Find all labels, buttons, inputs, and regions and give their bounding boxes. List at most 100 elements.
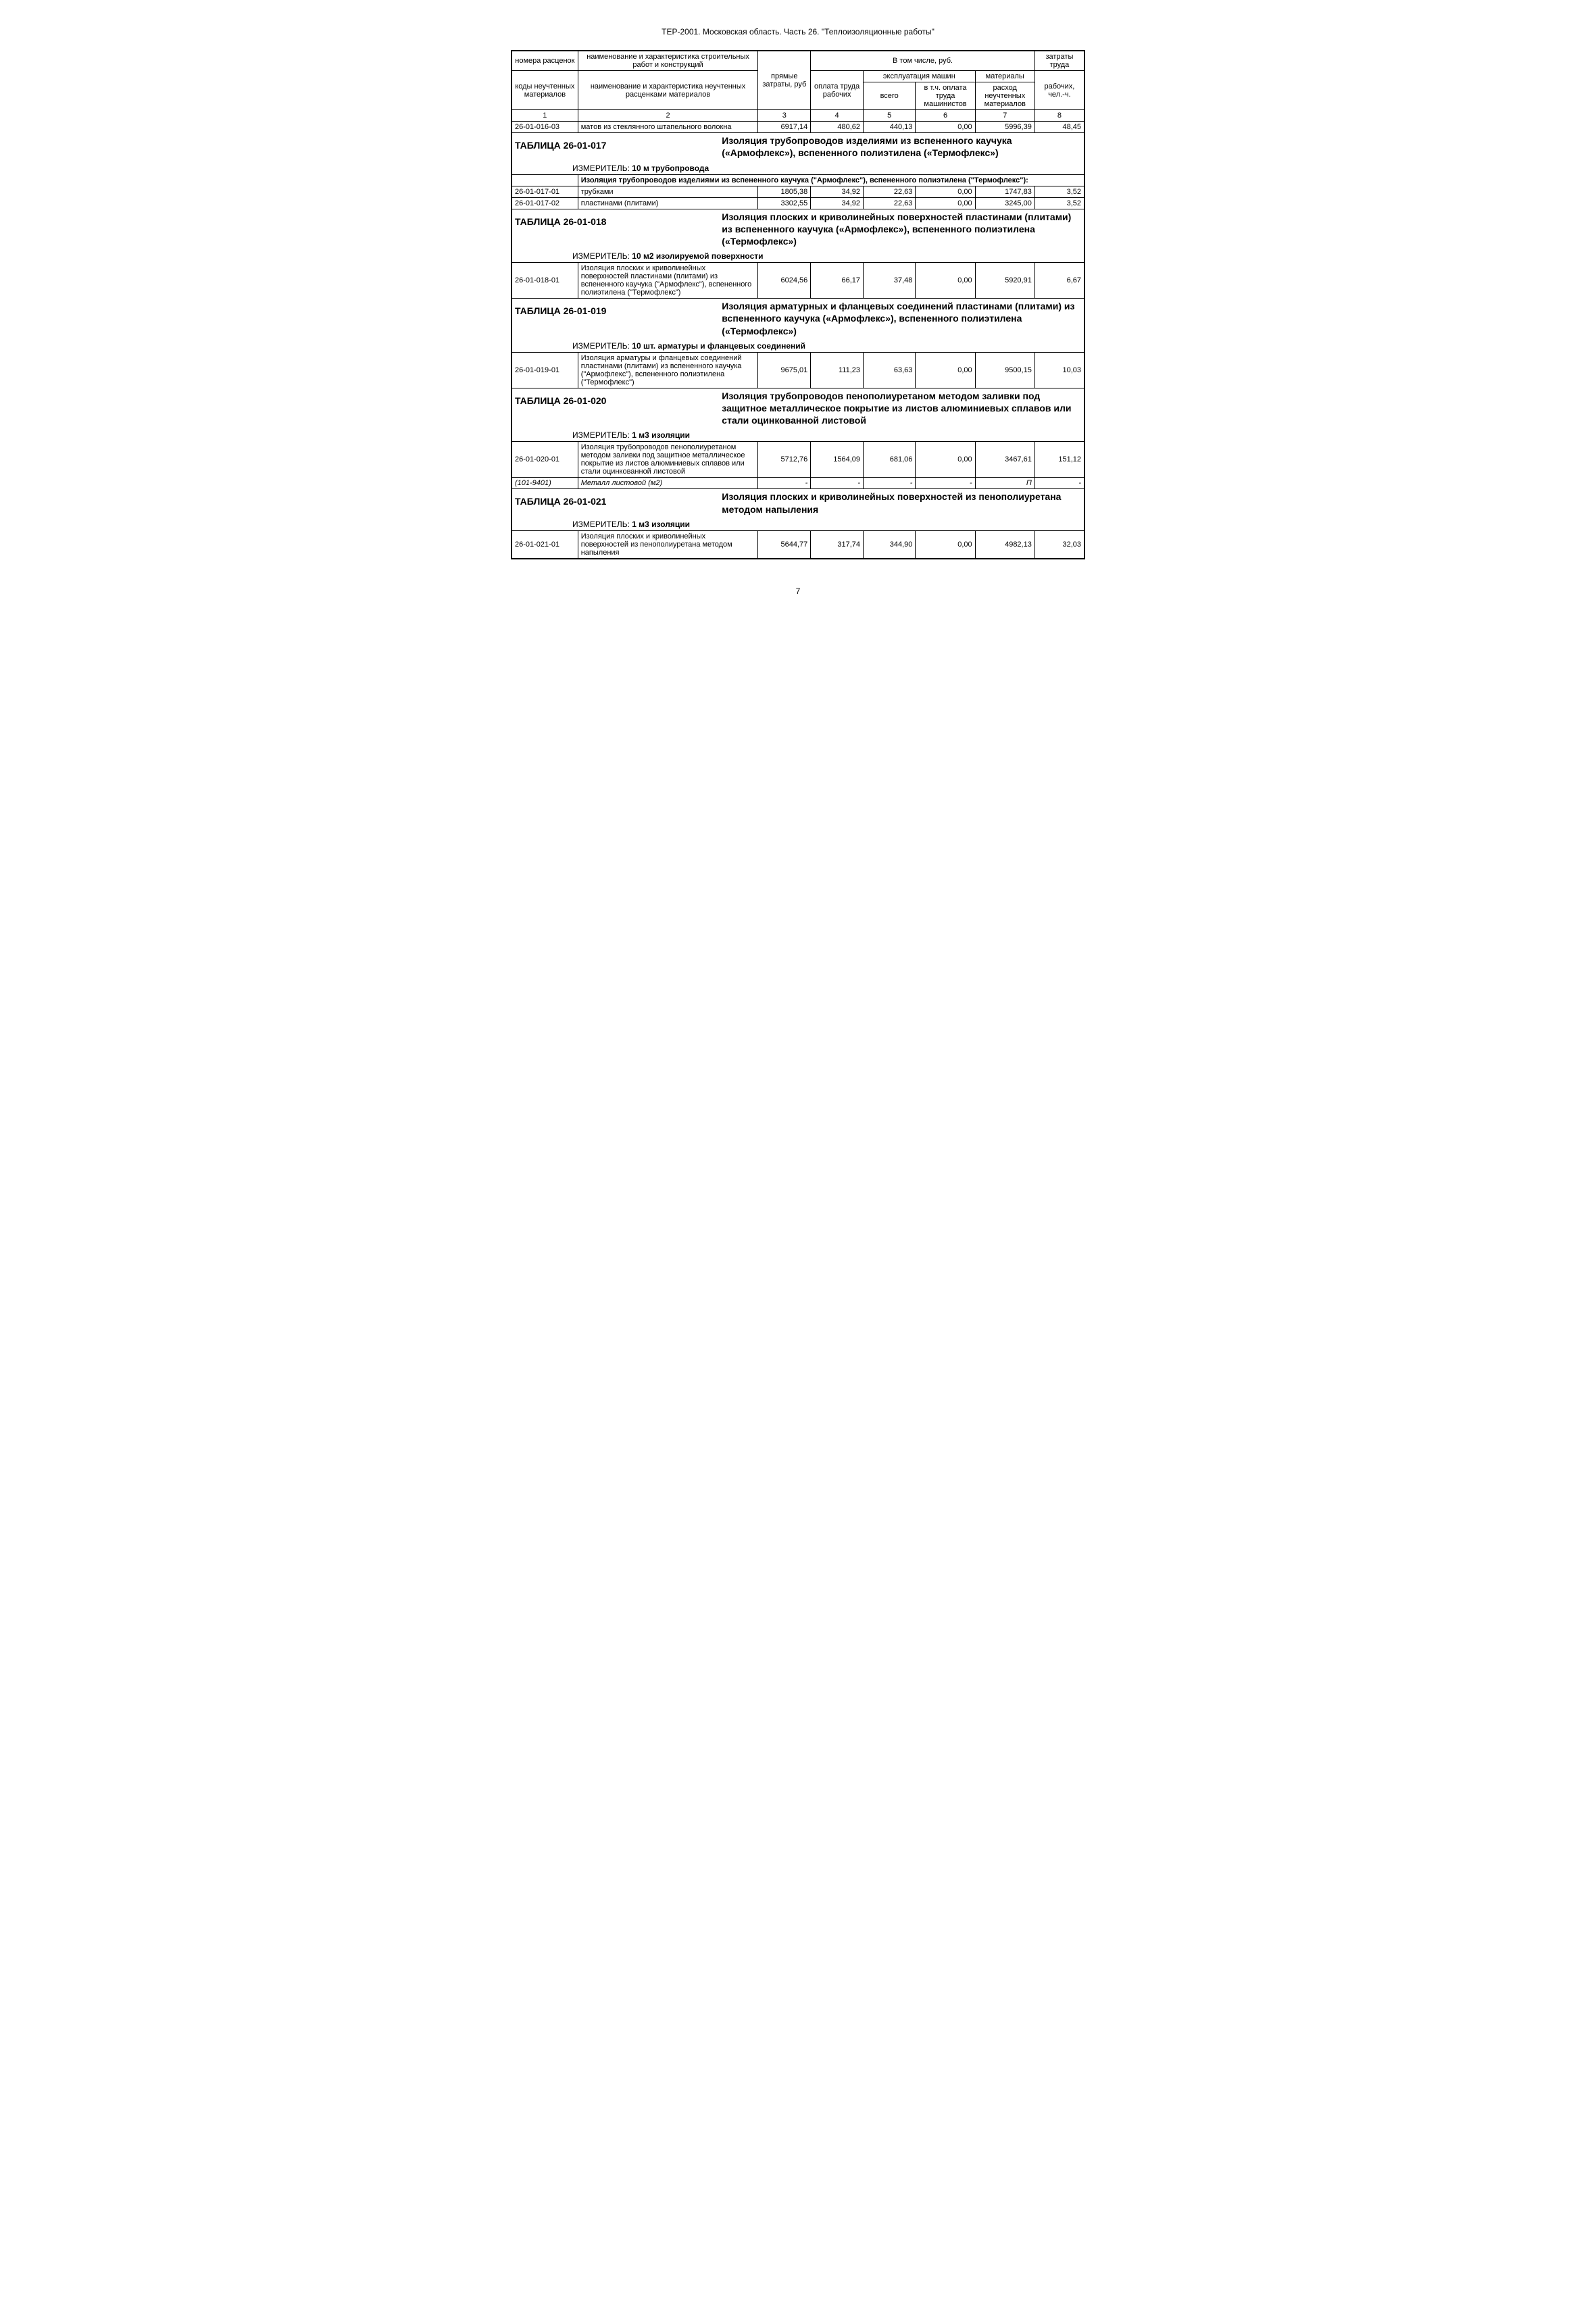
v6: 0,00 bbox=[916, 352, 975, 388]
desc: матов из стеклянного штапельного волокна bbox=[578, 122, 758, 133]
v3: 5644,77 bbox=[758, 530, 811, 559]
h-c8: рабочих, чел.-ч. bbox=[1034, 71, 1084, 110]
v8: 3,52 bbox=[1034, 186, 1084, 197]
meter-value: 1 м3 изоляции bbox=[632, 520, 690, 529]
meter-label: ИЗМЕРИТЕЛЬ: bbox=[572, 164, 630, 173]
table-row: 26-01-017-02 пластинами (плитами) 3302,5… bbox=[512, 197, 1084, 209]
v7: 3467,61 bbox=[975, 442, 1034, 478]
page-number: 7 bbox=[511, 586, 1085, 596]
doc-title: ТЕР-2001. Московская область. Часть 26. … bbox=[511, 27, 1085, 36]
v6: 0,00 bbox=[916, 122, 975, 133]
code: 26-01-019-01 bbox=[512, 352, 578, 388]
desc: Изоляция арматуры и фланцевых соединений… bbox=[578, 352, 758, 388]
meter-label: ИЗМЕРИТЕЛЬ: bbox=[572, 251, 630, 261]
table-row: 26-01-019-01 Изоляция арматуры и фланцев… bbox=[512, 352, 1084, 388]
v7: 5996,39 bbox=[975, 122, 1034, 133]
v5: 344,90 bbox=[864, 530, 916, 559]
meter: ИЗМЕРИТЕЛЬ: 1 м3 изоляции bbox=[515, 515, 1081, 529]
meter-label: ИЗМЕРИТЕЛЬ: bbox=[572, 520, 630, 529]
v6: 0,00 bbox=[916, 186, 975, 197]
v6: 0,00 bbox=[916, 530, 975, 559]
table-row: 26-01-020-01 Изоляция трубопроводов пено… bbox=[512, 442, 1084, 478]
h-n8: 8 bbox=[1034, 110, 1084, 122]
v5: 22,63 bbox=[864, 197, 916, 209]
section-heading: Изоляция плоских и криволинейных поверхн… bbox=[722, 211, 1081, 248]
v4: 480,62 bbox=[811, 122, 864, 133]
v8: 6,67 bbox=[1034, 263, 1084, 299]
h-c1a: номера расценок bbox=[512, 51, 578, 71]
v7: 4982,13 bbox=[975, 530, 1034, 559]
v3: 6917,14 bbox=[758, 122, 811, 133]
h-n3: 3 bbox=[758, 110, 811, 122]
v4: 1564,09 bbox=[811, 442, 864, 478]
v6: - bbox=[916, 478, 975, 489]
v4: 111,23 bbox=[811, 352, 864, 388]
v8: - bbox=[1034, 478, 1084, 489]
desc: Изоляция плоских и криволинейных поверхн… bbox=[578, 530, 758, 559]
h-c7a: материалы bbox=[975, 71, 1034, 82]
meter-value: 10 м2 изолируемой поверхности bbox=[632, 251, 763, 261]
v4: - bbox=[811, 478, 864, 489]
meter-value: 10 м трубопровода bbox=[632, 164, 709, 173]
table-row: 26-01-018-01 Изоляция плоских и криволин… bbox=[512, 263, 1084, 299]
v6: 0,00 bbox=[916, 263, 975, 299]
desc: Изоляция трубопроводов пенополиуретаном … bbox=[578, 442, 758, 478]
table-row: 26-01-021-01 Изоляция плоских и криволин… bbox=[512, 530, 1084, 559]
v3: 3302,55 bbox=[758, 197, 811, 209]
section-018: ТАБЛИЦА 26-01-018 Изоляция плоских и кри… bbox=[512, 209, 1084, 263]
h-c3: прямые затраты, руб bbox=[758, 51, 811, 110]
section-title: ТАБЛИЦА 26-01-020 bbox=[515, 390, 708, 406]
section-heading: Изоляция арматурных и фланцевых соединен… bbox=[722, 300, 1081, 337]
section-title: ТАБЛИЦА 26-01-021 bbox=[515, 491, 708, 507]
h-n4: 4 bbox=[811, 110, 864, 122]
section-017: ТАБЛИЦА 26-01-017 Изоляция трубопроводов… bbox=[512, 133, 1084, 174]
h-n6: 6 bbox=[916, 110, 975, 122]
v3: 5712,76 bbox=[758, 442, 811, 478]
h-group: В том числе, руб. bbox=[811, 51, 1035, 71]
code: 26-01-018-01 bbox=[512, 263, 578, 299]
section-heading: Изоляция трубопроводов изделиями из вспе… bbox=[722, 134, 1081, 159]
v8: 10,03 bbox=[1034, 352, 1084, 388]
table-row: 26-01-016-03 матов из стеклянного штапел… bbox=[512, 122, 1084, 133]
h-c5g: эксплуатация машин bbox=[864, 71, 976, 82]
code: 26-01-017-02 bbox=[512, 197, 578, 209]
h-n7: 7 bbox=[975, 110, 1034, 122]
h-n2: 2 bbox=[578, 110, 758, 122]
v4: 66,17 bbox=[811, 263, 864, 299]
v7: П bbox=[975, 478, 1034, 489]
v5: 681,06 bbox=[864, 442, 916, 478]
subheading-row: Изоляция трубопроводов изделиями из вспе… bbox=[512, 174, 1084, 186]
v7: 3245,00 bbox=[975, 197, 1034, 209]
v5: 440,13 bbox=[864, 122, 916, 133]
v7: 5920,91 bbox=[975, 263, 1034, 299]
v8: 32,03 bbox=[1034, 530, 1084, 559]
h-c6: в т.ч. оплата труда машинистов bbox=[916, 82, 975, 110]
meter: ИЗМЕРИТЕЛЬ: 10 м трубопровода bbox=[515, 159, 1081, 173]
v4: 34,92 bbox=[811, 197, 864, 209]
v5: 22,63 bbox=[864, 186, 916, 197]
v8: 151,12 bbox=[1034, 442, 1084, 478]
v3: 9675,01 bbox=[758, 352, 811, 388]
desc: пластинами (плитами) bbox=[578, 197, 758, 209]
page: ТЕР-2001. Московская область. Часть 26. … bbox=[511, 27, 1085, 596]
desc: Изоляция плоских и криволинейных поверхн… bbox=[578, 263, 758, 299]
meter-value: 1 м3 изоляции bbox=[632, 430, 690, 440]
table-row: (101-9401) Металл листовой (м2) - - - - … bbox=[512, 478, 1084, 489]
v3: 1805,38 bbox=[758, 186, 811, 197]
v5: 63,63 bbox=[864, 352, 916, 388]
meter-label: ИЗМЕРИТЕЛЬ: bbox=[572, 341, 630, 351]
v4: 34,92 bbox=[811, 186, 864, 197]
v6: 0,00 bbox=[916, 197, 975, 209]
meter-value: 10 шт. арматуры и фланцевых соединений bbox=[632, 341, 805, 351]
v3: - bbox=[758, 478, 811, 489]
section-021: ТАБЛИЦА 26-01-021 Изоляция плоских и кри… bbox=[512, 489, 1084, 530]
desc: Металл листовой (м2) bbox=[578, 478, 758, 489]
v5: 37,48 bbox=[864, 263, 916, 299]
meter: ИЗМЕРИТЕЛЬ: 10 шт. арматуры и фланцевых … bbox=[515, 337, 1081, 351]
v5: - bbox=[864, 478, 916, 489]
section-heading: Изоляция плоских и криволинейных поверхн… bbox=[722, 491, 1081, 515]
section-019: ТАБЛИЦА 26-01-019 Изоляция арматурных и … bbox=[512, 299, 1084, 353]
meter: ИЗМЕРИТЕЛЬ: 10 м2 изолируемой поверхност… bbox=[515, 247, 1081, 261]
section-020: ТАБЛИЦА 26-01-020 Изоляция трубопроводов… bbox=[512, 388, 1084, 442]
meter: ИЗМЕРИТЕЛЬ: 1 м3 изоляции bbox=[515, 426, 1081, 440]
